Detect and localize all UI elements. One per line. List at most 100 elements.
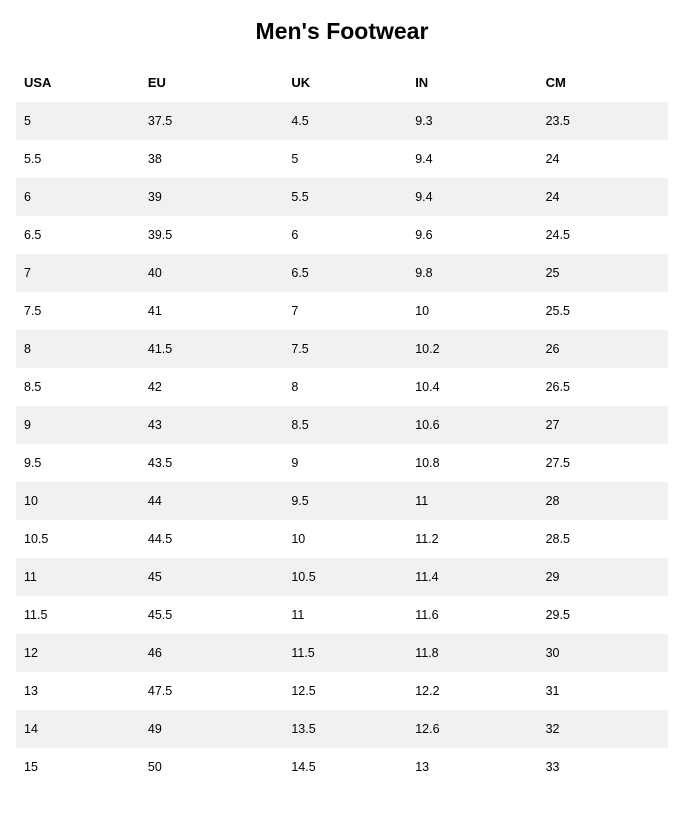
table-cell: 11 (407, 482, 537, 520)
table-cell: 8.5 (16, 368, 140, 406)
table-cell: 27 (538, 406, 668, 444)
table-cell: 7.5 (16, 292, 140, 330)
table-cell: 9 (16, 406, 140, 444)
table-cell: 14 (16, 710, 140, 748)
table-cell: 8.5 (283, 406, 407, 444)
table-cell: 10 (16, 482, 140, 520)
table-cell: 30 (538, 634, 668, 672)
table-cell: 33 (538, 748, 668, 786)
table-cell: 12.5 (283, 672, 407, 710)
table-row: 114510.511.429 (16, 558, 668, 596)
table-cell: 11.5 (16, 596, 140, 634)
table-cell: 43.5 (140, 444, 283, 482)
table-cell: 50 (140, 748, 283, 786)
table-cell: 29.5 (538, 596, 668, 634)
table-row: 155014.51333 (16, 748, 668, 786)
table-cell: 10.2 (407, 330, 537, 368)
table-cell: 44.5 (140, 520, 283, 558)
table-row: 6.539.569.624.5 (16, 216, 668, 254)
table-cell: 9.4 (407, 178, 537, 216)
table-cell: 7.5 (283, 330, 407, 368)
table-row: 5.53859.424 (16, 140, 668, 178)
table-cell: 15 (16, 748, 140, 786)
table-cell: 23.5 (538, 102, 668, 140)
table-row: 8.542810.426.5 (16, 368, 668, 406)
table-row: 841.57.510.226 (16, 330, 668, 368)
table-cell: 25 (538, 254, 668, 292)
table-row: 124611.511.830 (16, 634, 668, 672)
table-cell: 9.6 (407, 216, 537, 254)
table-cell: 11.5 (283, 634, 407, 672)
table-cell: 44 (140, 482, 283, 520)
table-cell: 24 (538, 140, 668, 178)
table-cell: 26.5 (538, 368, 668, 406)
size-chart-table: USA EU UK IN CM 537.54.59.323.55.53859.4… (16, 63, 668, 786)
table-cell: 40 (140, 254, 283, 292)
table-cell: 47.5 (140, 672, 283, 710)
table-row: 9438.510.627 (16, 406, 668, 444)
table-cell: 49 (140, 710, 283, 748)
table-cell: 10.6 (407, 406, 537, 444)
table-cell: 10 (283, 520, 407, 558)
table-cell: 45 (140, 558, 283, 596)
table-cell: 39 (140, 178, 283, 216)
table-cell: 13 (407, 748, 537, 786)
table-cell: 11.4 (407, 558, 537, 596)
table-cell: 6 (283, 216, 407, 254)
table-cell: 27.5 (538, 444, 668, 482)
column-header-usa: USA (16, 63, 140, 102)
table-cell: 13 (16, 672, 140, 710)
table-cell: 28.5 (538, 520, 668, 558)
table-cell: 26 (538, 330, 668, 368)
table-cell: 11 (16, 558, 140, 596)
column-header-eu: EU (140, 63, 283, 102)
table-row: 144913.512.632 (16, 710, 668, 748)
table-cell: 24 (538, 178, 668, 216)
table-row: 537.54.59.323.5 (16, 102, 668, 140)
table-cell: 12 (16, 634, 140, 672)
table-cell: 24.5 (538, 216, 668, 254)
table-cell: 37.5 (140, 102, 283, 140)
column-header-in: IN (407, 63, 537, 102)
table-cell: 25.5 (538, 292, 668, 330)
table-cell: 12.2 (407, 672, 537, 710)
table-cell: 29 (538, 558, 668, 596)
column-header-uk: UK (283, 63, 407, 102)
table-cell: 46 (140, 634, 283, 672)
table-header-row: USA EU UK IN CM (16, 63, 668, 102)
table-cell: 6.5 (16, 216, 140, 254)
table-row: 1347.512.512.231 (16, 672, 668, 710)
table-row: 9.543.5910.827.5 (16, 444, 668, 482)
table-cell: 41 (140, 292, 283, 330)
table-cell: 45.5 (140, 596, 283, 634)
table-cell: 43 (140, 406, 283, 444)
table-row: 7406.59.825 (16, 254, 668, 292)
table-cell: 42 (140, 368, 283, 406)
table-cell: 6.5 (283, 254, 407, 292)
table-cell: 10.8 (407, 444, 537, 482)
column-header-cm: CM (538, 63, 668, 102)
table-cell: 8 (16, 330, 140, 368)
table-row: 10.544.51011.228.5 (16, 520, 668, 558)
table-cell: 10.5 (16, 520, 140, 558)
table-cell: 8 (283, 368, 407, 406)
table-cell: 9.8 (407, 254, 537, 292)
table-cell: 13.5 (283, 710, 407, 748)
table-cell: 11.2 (407, 520, 537, 558)
table-cell: 39.5 (140, 216, 283, 254)
table-cell: 14.5 (283, 748, 407, 786)
table-cell: 11.8 (407, 634, 537, 672)
table-cell: 7 (283, 292, 407, 330)
table-cell: 9.3 (407, 102, 537, 140)
table-cell: 5 (283, 140, 407, 178)
page-title: Men's Footwear (16, 18, 668, 45)
table-cell: 5.5 (283, 178, 407, 216)
table-cell: 7 (16, 254, 140, 292)
table-cell: 12.6 (407, 710, 537, 748)
table-cell: 11 (283, 596, 407, 634)
table-row: 11.545.51111.629.5 (16, 596, 668, 634)
table-cell: 31 (538, 672, 668, 710)
table-cell: 10.5 (283, 558, 407, 596)
table-cell: 9 (283, 444, 407, 482)
table-cell: 9.4 (407, 140, 537, 178)
